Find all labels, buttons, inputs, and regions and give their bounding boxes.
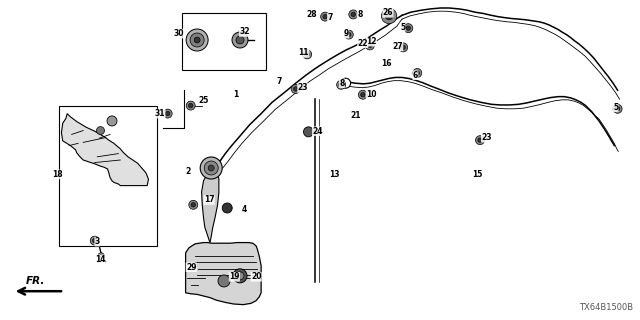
Circle shape: [191, 203, 196, 207]
Circle shape: [366, 40, 370, 44]
Text: 1: 1: [234, 90, 239, 99]
Circle shape: [361, 92, 365, 97]
Text: 6: 6: [413, 71, 418, 80]
Circle shape: [406, 26, 411, 30]
Text: 20: 20: [251, 272, 261, 281]
Circle shape: [236, 36, 244, 44]
Circle shape: [200, 157, 222, 179]
Text: 5: 5: [400, 23, 405, 32]
Circle shape: [188, 103, 193, 108]
Polygon shape: [61, 114, 148, 186]
Circle shape: [233, 269, 247, 283]
Polygon shape: [202, 170, 219, 243]
Circle shape: [194, 37, 200, 43]
Text: 7: 7: [276, 77, 282, 86]
Circle shape: [236, 272, 244, 280]
Circle shape: [415, 71, 420, 75]
Text: 26: 26: [383, 8, 393, 17]
Text: 30: 30: [173, 29, 184, 38]
Text: 15: 15: [472, 170, 483, 179]
Text: 11: 11: [299, 48, 309, 57]
Text: FR.: FR.: [26, 276, 45, 286]
Circle shape: [404, 24, 413, 33]
Circle shape: [323, 14, 328, 19]
Text: 9: 9: [344, 29, 349, 38]
Circle shape: [222, 203, 232, 213]
Circle shape: [186, 101, 195, 110]
Circle shape: [321, 12, 330, 21]
Text: 31: 31: [155, 109, 165, 118]
Circle shape: [208, 165, 214, 171]
Text: 24: 24: [312, 127, 323, 136]
Circle shape: [90, 236, 99, 245]
Circle shape: [305, 52, 310, 57]
Text: TX64B1500B: TX64B1500B: [579, 303, 634, 312]
Circle shape: [349, 10, 358, 19]
Circle shape: [358, 90, 367, 99]
Text: 23: 23: [481, 133, 492, 142]
Text: 14: 14: [95, 255, 105, 264]
Text: 7: 7: [328, 13, 333, 22]
Circle shape: [186, 29, 208, 51]
Text: 21: 21: [351, 111, 361, 120]
Circle shape: [204, 161, 218, 175]
Circle shape: [107, 116, 117, 126]
Text: 25: 25: [198, 96, 209, 105]
Text: 13: 13: [330, 170, 340, 179]
Text: 29: 29: [186, 263, 196, 272]
Text: 3: 3: [95, 237, 100, 246]
Circle shape: [97, 126, 104, 134]
Circle shape: [381, 8, 397, 24]
Circle shape: [344, 30, 353, 39]
Circle shape: [190, 33, 204, 47]
Circle shape: [293, 87, 298, 91]
Circle shape: [477, 138, 483, 142]
Circle shape: [98, 253, 104, 259]
Text: 22: 22: [358, 39, 368, 48]
Bar: [182, 13, 266, 70]
Text: 32: 32: [239, 28, 250, 36]
Text: 27: 27: [392, 42, 403, 51]
Circle shape: [347, 32, 351, 37]
Circle shape: [337, 80, 346, 89]
Text: 17: 17: [204, 196, 214, 204]
Text: 19: 19: [229, 272, 239, 281]
Text: 16: 16: [381, 60, 391, 68]
Circle shape: [189, 200, 198, 209]
Circle shape: [351, 12, 356, 17]
Circle shape: [399, 43, 408, 52]
Text: 10: 10: [366, 90, 376, 99]
Circle shape: [100, 254, 102, 258]
Text: 28: 28: [307, 10, 317, 19]
Text: 4: 4: [242, 205, 247, 214]
Polygon shape: [186, 243, 261, 305]
Text: 23: 23: [298, 84, 308, 92]
Circle shape: [163, 109, 172, 118]
Circle shape: [340, 78, 351, 88]
Circle shape: [413, 68, 422, 77]
Circle shape: [291, 84, 300, 93]
Circle shape: [165, 111, 170, 116]
Text: 12: 12: [366, 37, 376, 46]
Circle shape: [367, 43, 372, 48]
Circle shape: [365, 41, 374, 50]
Text: 18: 18: [52, 170, 63, 179]
Circle shape: [93, 238, 97, 243]
Circle shape: [218, 275, 230, 287]
Circle shape: [364, 38, 372, 47]
Circle shape: [232, 32, 248, 48]
Text: 8: 8: [339, 79, 344, 88]
Circle shape: [476, 136, 484, 145]
Circle shape: [339, 83, 344, 87]
Circle shape: [303, 50, 312, 59]
Text: 5: 5: [613, 103, 618, 112]
Circle shape: [303, 127, 314, 137]
Text: 8: 8: [357, 10, 362, 19]
Bar: [59, 106, 157, 246]
Circle shape: [613, 104, 622, 113]
Text: 2: 2: [186, 167, 191, 176]
Circle shape: [616, 107, 620, 111]
Circle shape: [385, 12, 393, 20]
Circle shape: [401, 45, 406, 50]
